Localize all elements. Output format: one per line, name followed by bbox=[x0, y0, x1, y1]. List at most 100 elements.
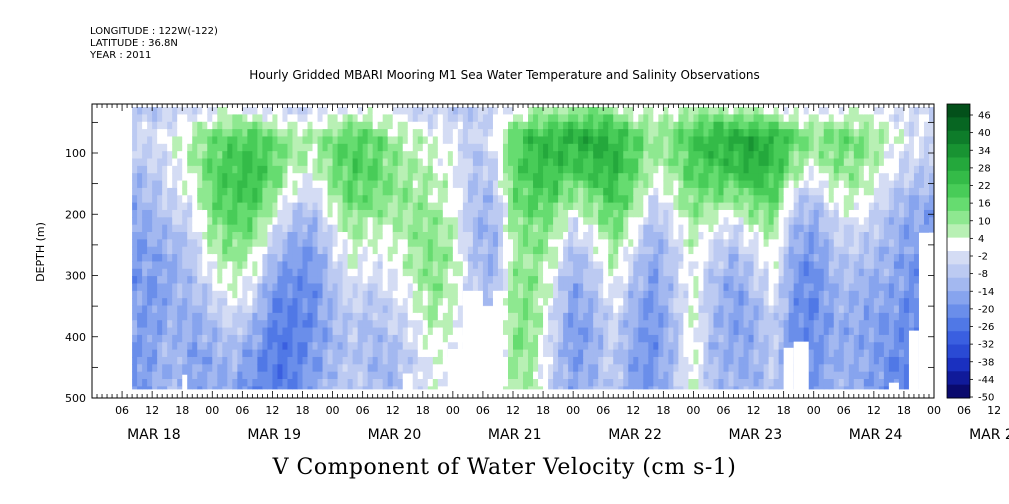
heatmap-cell bbox=[573, 217, 579, 226]
heatmap-cell bbox=[267, 349, 274, 358]
heatmap-cell bbox=[452, 158, 459, 167]
heatmap-cell bbox=[618, 290, 624, 299]
heatmap-cell bbox=[533, 312, 539, 321]
heatmap-cell bbox=[197, 356, 203, 365]
heatmap-cell bbox=[207, 173, 213, 182]
heatmap-cell bbox=[337, 268, 344, 277]
heatmap-cell bbox=[593, 290, 599, 299]
heatmap-cell bbox=[212, 121, 218, 130]
heatmap-cell bbox=[272, 224, 279, 233]
heatmap-cell bbox=[362, 305, 369, 314]
heatmap-cell bbox=[352, 246, 359, 255]
heatmap-cell bbox=[462, 180, 469, 189]
heatmap-cell bbox=[192, 386, 198, 390]
heatmap-cell bbox=[227, 158, 233, 167]
heatmap-cell bbox=[202, 107, 208, 116]
heatmap-cell bbox=[182, 195, 188, 204]
heatmap-cell bbox=[382, 268, 389, 277]
heatmap-cell bbox=[633, 224, 639, 233]
heatmap-cell bbox=[447, 276, 454, 285]
heatmap-cell bbox=[292, 209, 299, 218]
heatmap-cell bbox=[362, 283, 369, 292]
heatmap-cell bbox=[693, 121, 700, 130]
heatmap-cell bbox=[748, 334, 755, 343]
heatmap-cell bbox=[563, 356, 569, 365]
heatmap-cell bbox=[147, 356, 153, 365]
heatmap-cell bbox=[297, 356, 304, 365]
heatmap-cell bbox=[332, 246, 339, 255]
heatmap-cell bbox=[382, 290, 389, 299]
heatmap-cell bbox=[442, 202, 449, 211]
heatmap-cell bbox=[137, 202, 143, 211]
heatmap-cell bbox=[533, 151, 539, 160]
heatmap-cell bbox=[287, 254, 294, 263]
heatmap-cell bbox=[187, 114, 193, 123]
heatmap-cell bbox=[608, 224, 614, 233]
heatmap-cell bbox=[222, 298, 228, 307]
heatmap-cell bbox=[718, 268, 725, 277]
heatmap-cell bbox=[207, 379, 213, 387]
heatmap-cell bbox=[187, 254, 193, 263]
heatmap-cell bbox=[492, 283, 499, 292]
heatmap-cell bbox=[668, 232, 674, 240]
heatmap-cell bbox=[197, 246, 203, 255]
heatmap-cell bbox=[177, 334, 183, 343]
heatmap-cell bbox=[683, 334, 690, 343]
heatmap-cell bbox=[728, 187, 735, 196]
heatmap-cell bbox=[578, 379, 584, 387]
heatmap-cell bbox=[523, 165, 529, 174]
heatmap-cell bbox=[693, 136, 700, 145]
heatmap-cell bbox=[583, 298, 589, 307]
heatmap-cell bbox=[167, 114, 173, 123]
heatmap-cell bbox=[583, 342, 589, 351]
heatmap-cell bbox=[738, 305, 745, 314]
heatmap-cell bbox=[147, 129, 153, 138]
heatmap-cell bbox=[397, 195, 404, 204]
heatmap-cell bbox=[167, 202, 173, 211]
heatmap-cell bbox=[663, 217, 669, 226]
heatmap-cell bbox=[708, 268, 715, 277]
heatmap-cell bbox=[558, 320, 564, 329]
heatmap-cell bbox=[257, 298, 263, 307]
heatmap-cell bbox=[262, 232, 269, 240]
heatmap-cell bbox=[548, 232, 554, 240]
heatmap-cell bbox=[533, 239, 539, 248]
heatmap-cell bbox=[673, 224, 679, 233]
heatmap-cell bbox=[477, 268, 484, 277]
heatmap-cell bbox=[312, 107, 319, 116]
heatmap-cell bbox=[683, 209, 690, 218]
heatmap-cell bbox=[187, 364, 193, 373]
heatmap-cell bbox=[382, 356, 389, 365]
heatmap-cell bbox=[673, 276, 679, 285]
heatmap-cell bbox=[638, 379, 644, 387]
heatmap-cell bbox=[207, 371, 213, 380]
heatmap-cell bbox=[452, 165, 459, 174]
heatmap-cell bbox=[422, 305, 429, 314]
heatmap-cell bbox=[678, 136, 684, 145]
heatmap-cell bbox=[763, 195, 770, 204]
heatmap-cell bbox=[507, 349, 514, 358]
heatmap-cell bbox=[487, 209, 494, 218]
heatmap-cell bbox=[287, 342, 294, 351]
heatmap-cell bbox=[523, 217, 529, 226]
heatmap-cell bbox=[467, 268, 474, 277]
heatmap-cell bbox=[623, 136, 629, 145]
heatmap-cell bbox=[593, 261, 599, 270]
heatmap-cell bbox=[507, 143, 514, 152]
heatmap-cell bbox=[573, 334, 579, 343]
heatmap-cell bbox=[738, 143, 745, 152]
heatmap-cell bbox=[137, 246, 143, 255]
heatmap-cell bbox=[297, 364, 304, 373]
heatmap-cell bbox=[447, 254, 454, 263]
heatmap-cell bbox=[618, 107, 624, 116]
heatmap-cell bbox=[502, 121, 509, 130]
heatmap-cell bbox=[257, 276, 263, 285]
heatmap-cell bbox=[387, 356, 394, 365]
heatmap-cell bbox=[137, 386, 143, 390]
heatmap-cell bbox=[693, 224, 700, 233]
heatmap-cell bbox=[477, 283, 484, 292]
heatmap-cell bbox=[492, 202, 499, 211]
heatmap-cell bbox=[302, 371, 309, 380]
heatmap-cell bbox=[452, 224, 459, 233]
heatmap-cell bbox=[743, 187, 750, 196]
